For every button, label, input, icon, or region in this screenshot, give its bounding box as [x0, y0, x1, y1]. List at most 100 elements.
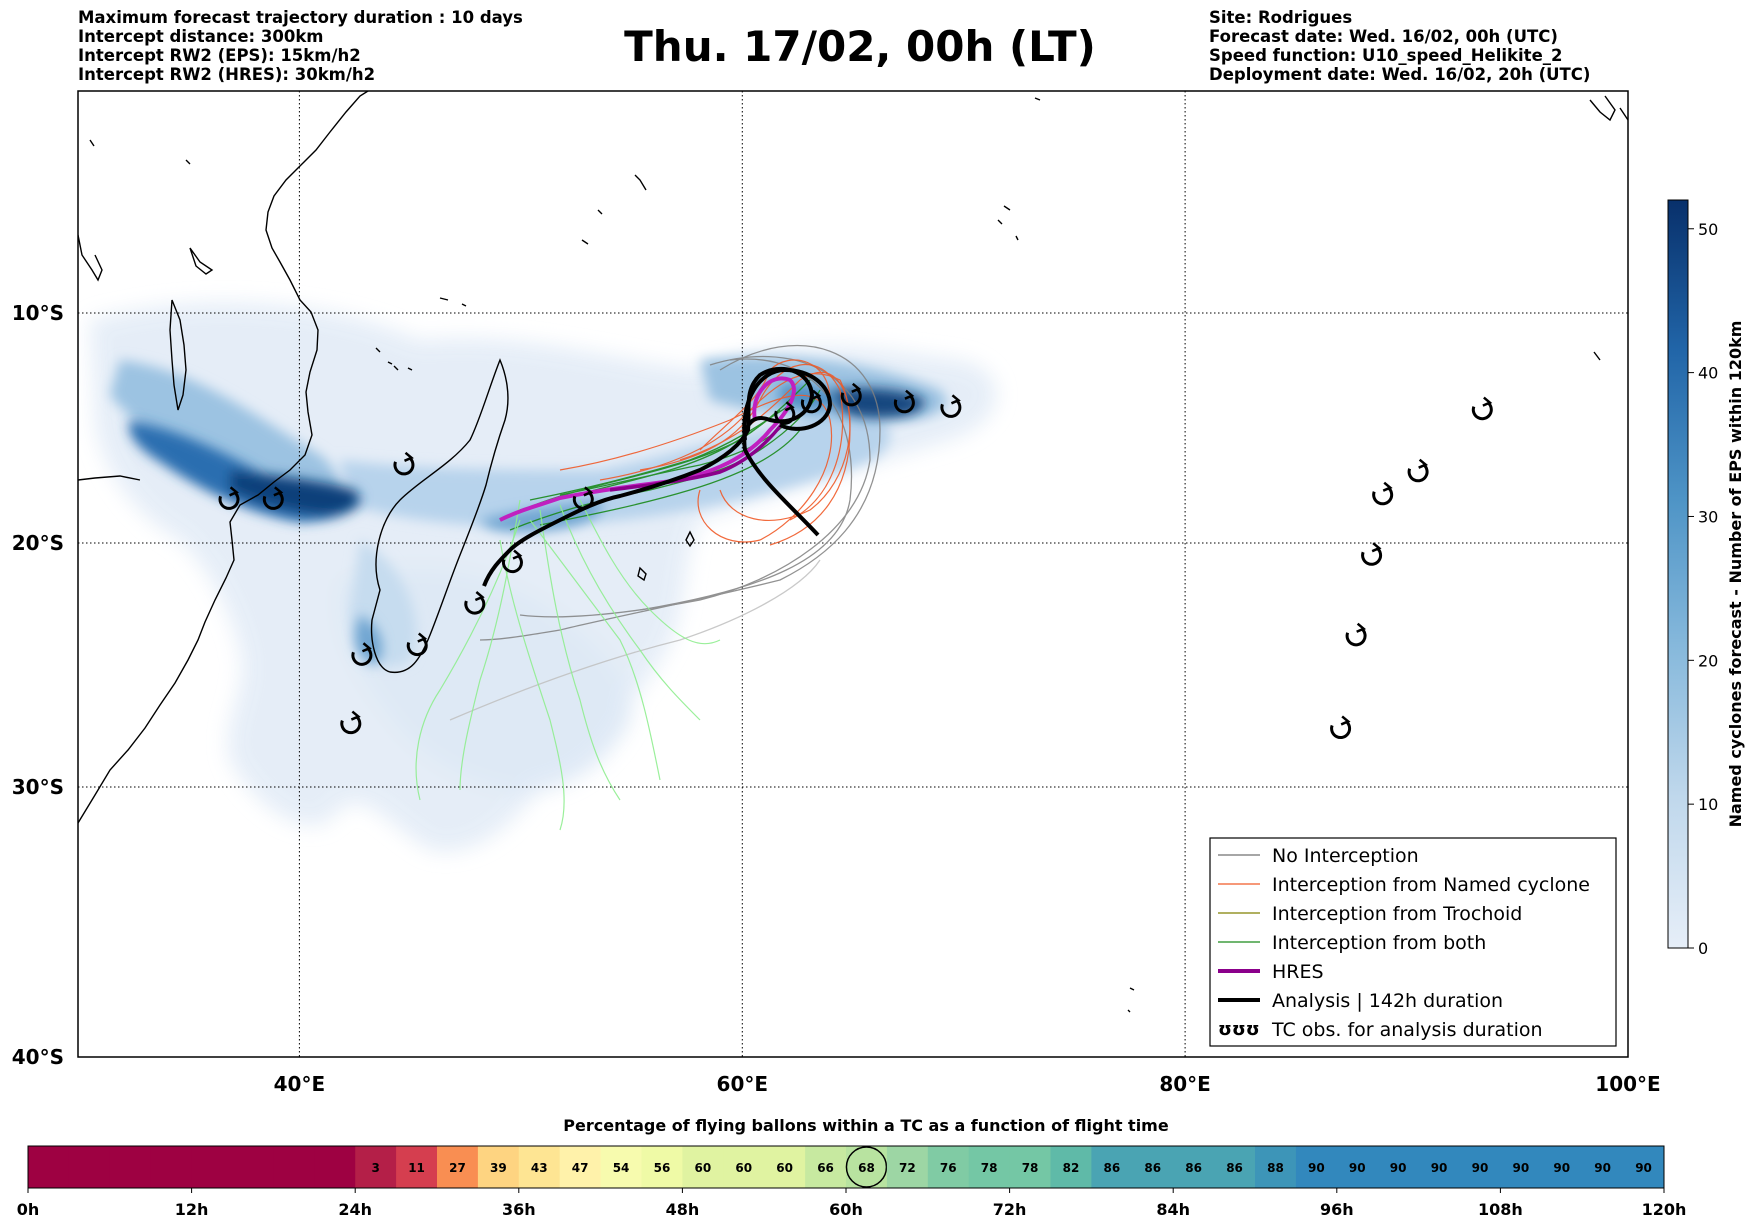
- flight-bar-value: 88: [1267, 1161, 1284, 1175]
- flight-bar-cell: [682, 1146, 724, 1188]
- tc-obs-arrowhead: [273, 486, 284, 497]
- tc-obs-arrowhead: [512, 549, 523, 560]
- flight-bar-current-marker: [845, 1146, 888, 1188]
- flight-bar-value: 56: [654, 1161, 671, 1175]
- tc-obs-marker: [393, 451, 415, 476]
- hres-trajectory: [499, 376, 796, 522]
- flight-bar-cell: [927, 1146, 970, 1188]
- tc-obs-arrowhead: [1340, 715, 1351, 726]
- tc-obs-arc: [774, 406, 796, 425]
- flight-bar-value: 68: [858, 1161, 875, 1175]
- tc-obs-arrowhead: [950, 394, 961, 405]
- flight-bar-cell: [1173, 1146, 1215, 1188]
- legend-label: Analysis | 142h duration: [1272, 990, 1503, 1012]
- tc-obs-arrowhead: [350, 710, 361, 721]
- flight-bar-value: 60: [694, 1161, 711, 1175]
- tc-obs-arc: [1345, 627, 1367, 647]
- flight-bar-tick-label: 84h: [1156, 1200, 1190, 1219]
- flight-bar-cells: 3 11 27 39 43 47 54 56 60 60 60 66 68 72 76 78 78 82 86 86 8…: [27, 1145, 1665, 1189]
- map-content: [78, 91, 1628, 1057]
- light-green-trajectories: [415, 499, 721, 831]
- lat-tick-label: 30°S: [12, 775, 64, 799]
- flight-bar-cell: [355, 1146, 397, 1188]
- legend-label: Interception from Trochoid: [1272, 903, 1522, 925]
- legend-label: Interception from both: [1272, 932, 1486, 954]
- tc-obs-arc: [800, 394, 822, 414]
- flight-bar-value: 90: [1431, 1161, 1448, 1175]
- flight-bar-value: 90: [1472, 1161, 1489, 1175]
- flight-bar-value: 43: [531, 1161, 548, 1175]
- flight-bar-value: 78: [981, 1161, 998, 1175]
- flight-bar-cell: [764, 1146, 806, 1188]
- tc-obs-arc: [1471, 401, 1493, 421]
- tc-obs-arc: [464, 595, 486, 615]
- flight-bar-cell: [396, 1146, 438, 1188]
- flight-bar-cell: [1214, 1146, 1256, 1188]
- tc-obs-arrowhead: [1382, 481, 1393, 492]
- colorbar-label: Named cyclones forecast - Number of EPS …: [1726, 321, 1745, 828]
- legend-label: TC obs. for analysis duration: [1271, 1019, 1543, 1041]
- flight-bar-tick-label: 72h: [993, 1200, 1027, 1219]
- flight-bar-value: 60: [776, 1161, 793, 1175]
- tc-obs-arrowhead: [474, 591, 485, 602]
- tc-obs-arrowhead: [583, 486, 594, 497]
- flight-bar-value: 82: [1063, 1161, 1080, 1175]
- tc-obs-arrowhead: [1371, 542, 1382, 553]
- flight-bar-value: 11: [408, 1161, 425, 1175]
- tc-obs-arrowhead: [811, 389, 822, 400]
- tc-obs-arrowhead: [229, 486, 239, 497]
- tc-observation-markers: [218, 382, 1493, 740]
- tc-obs-arrowhead: [851, 382, 862, 393]
- tc-obs-marker: [218, 486, 240, 510]
- tc-obs-arc: [1330, 720, 1352, 740]
- flight-bar-tick-label: 0h: [17, 1200, 40, 1219]
- tc-obs-marker: [800, 389, 822, 414]
- tc-obs-arc: [893, 394, 915, 414]
- flight-bar-cell: [1459, 1146, 1501, 1188]
- flight-bar-cell: [518, 1146, 561, 1188]
- flight-bar-value: 60: [735, 1161, 752, 1175]
- tc-obs-marker: [572, 486, 594, 510]
- coastlines: [78, 91, 1628, 1013]
- colorbar-tick-label: 40: [1698, 364, 1718, 383]
- flight-bar-value: 90: [1553, 1161, 1570, 1175]
- tc-obs-arc: [406, 637, 428, 657]
- flight-bar-cell: [1623, 1146, 1665, 1188]
- flight-bar-tick-label: 108h: [1478, 1200, 1523, 1219]
- tc-obs-arc: [1407, 463, 1429, 483]
- flight-bar-cell: [559, 1146, 602, 1188]
- lon-tick-label: 40°E: [274, 1072, 326, 1096]
- tc-obs-marker: [893, 389, 915, 414]
- header-right-line: Deployment date: Wed. 16/02, 20h (UTC): [1209, 65, 1591, 84]
- tc-obs-marker: [940, 394, 962, 418]
- legend-label: No Interception: [1272, 845, 1419, 867]
- flight-bar-value: 90: [1349, 1161, 1366, 1175]
- flight-bar-value: 66: [817, 1161, 834, 1175]
- flight-bar-cell: [314, 1146, 356, 1188]
- tc-obs-marker: [774, 401, 796, 425]
- flight-bar-ticks: 0h 12h 24h 36h 48h 60h 72h 84h 96h 108h 120h: [17, 1188, 1687, 1219]
- tc-obs-marker: [1345, 622, 1367, 647]
- header-left-line: Intercept RW2 (EPS): 15km/h2: [78, 46, 361, 65]
- flight-bar-cell: [150, 1146, 193, 1188]
- tc-obs-marker: [1361, 542, 1383, 566]
- colorbar-tick-label: 50: [1698, 220, 1718, 239]
- flight-bar-value: 90: [1308, 1161, 1325, 1175]
- flight-bar-tick-label: 120h: [1642, 1200, 1687, 1219]
- map-gridlines: [78, 91, 1628, 1057]
- flight-bar-value: 39: [490, 1161, 507, 1175]
- header-right-info: Site: Rodrigues Forecast date: Wed. 16/0…: [1209, 8, 1590, 84]
- colorbar-tick-label: 20: [1698, 651, 1718, 670]
- flight-bar-cell: [1091, 1146, 1133, 1188]
- tc-obs-arrowhead: [784, 401, 795, 412]
- tc-obs-marker: [351, 642, 373, 666]
- header-left-line: Maximum forecast trajectory duration : 1…: [78, 8, 523, 27]
- tc-obs-arc: [940, 399, 962, 418]
- flight-bar-cell: [273, 1146, 315, 1188]
- header-left-info: Maximum forecast trajectory duration : 1…: [78, 8, 523, 84]
- page-title: Thu. 17/02, 00h (LT): [624, 22, 1096, 71]
- analysis-trajectory: [482, 366, 820, 587]
- flight-bar-tick-label: 12h: [175, 1200, 209, 1219]
- latitude-tick-labels: 10°S 20°S 30°S 40°S: [12, 301, 64, 1069]
- tc-obs-arrowhead: [1418, 458, 1429, 469]
